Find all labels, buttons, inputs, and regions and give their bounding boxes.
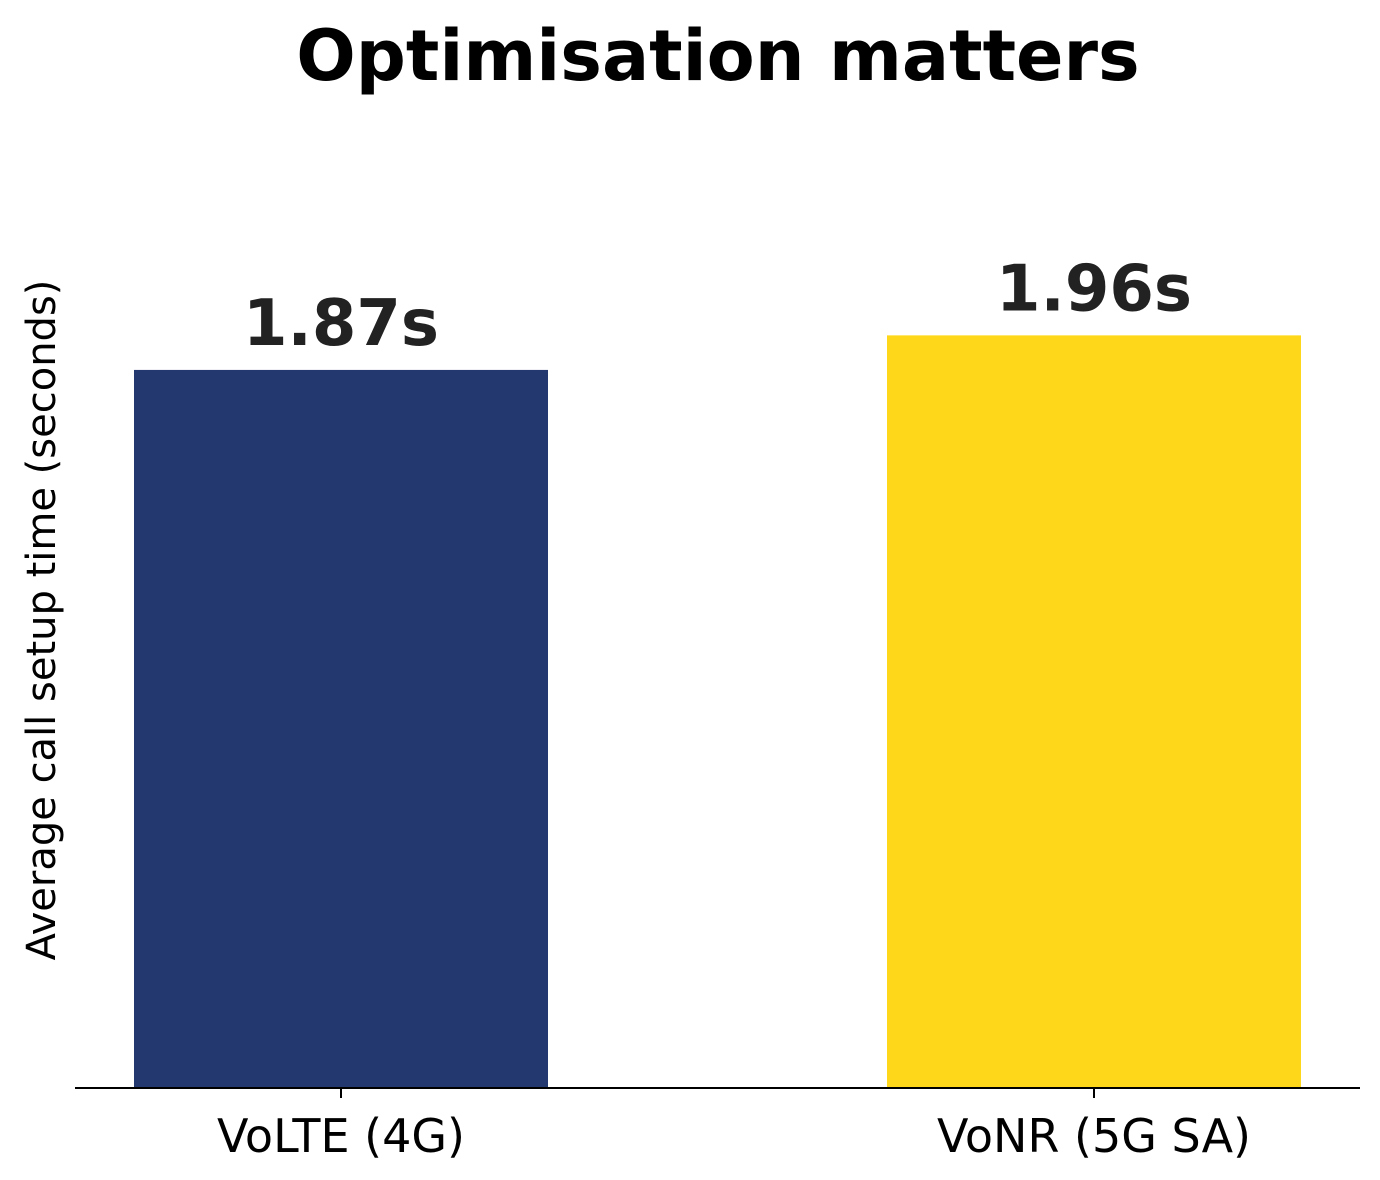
x-tick-label-1: VoLTE (4G) <box>217 1109 465 1163</box>
x-tick-label-2: VoNR (5G SA) <box>937 1109 1251 1163</box>
bar-2 <box>887 335 1301 1088</box>
bar-value-label-1: 1.87s <box>243 287 439 361</box>
value-labels: 1.87s 1.96s <box>243 252 1192 361</box>
x-axis-ticks <box>340 1088 1095 1098</box>
x-axis-tick-labels: VoLTE (4G) VoNR (5G SA) <box>217 1109 1251 1163</box>
bar-value-label-2: 1.96s <box>996 252 1192 326</box>
y-axis-label: Average call setup time (seconds) <box>19 280 65 961</box>
bars <box>134 335 1301 1088</box>
chart-title: Optimisation matters <box>296 15 1139 97</box>
bar-1 <box>134 369 548 1088</box>
